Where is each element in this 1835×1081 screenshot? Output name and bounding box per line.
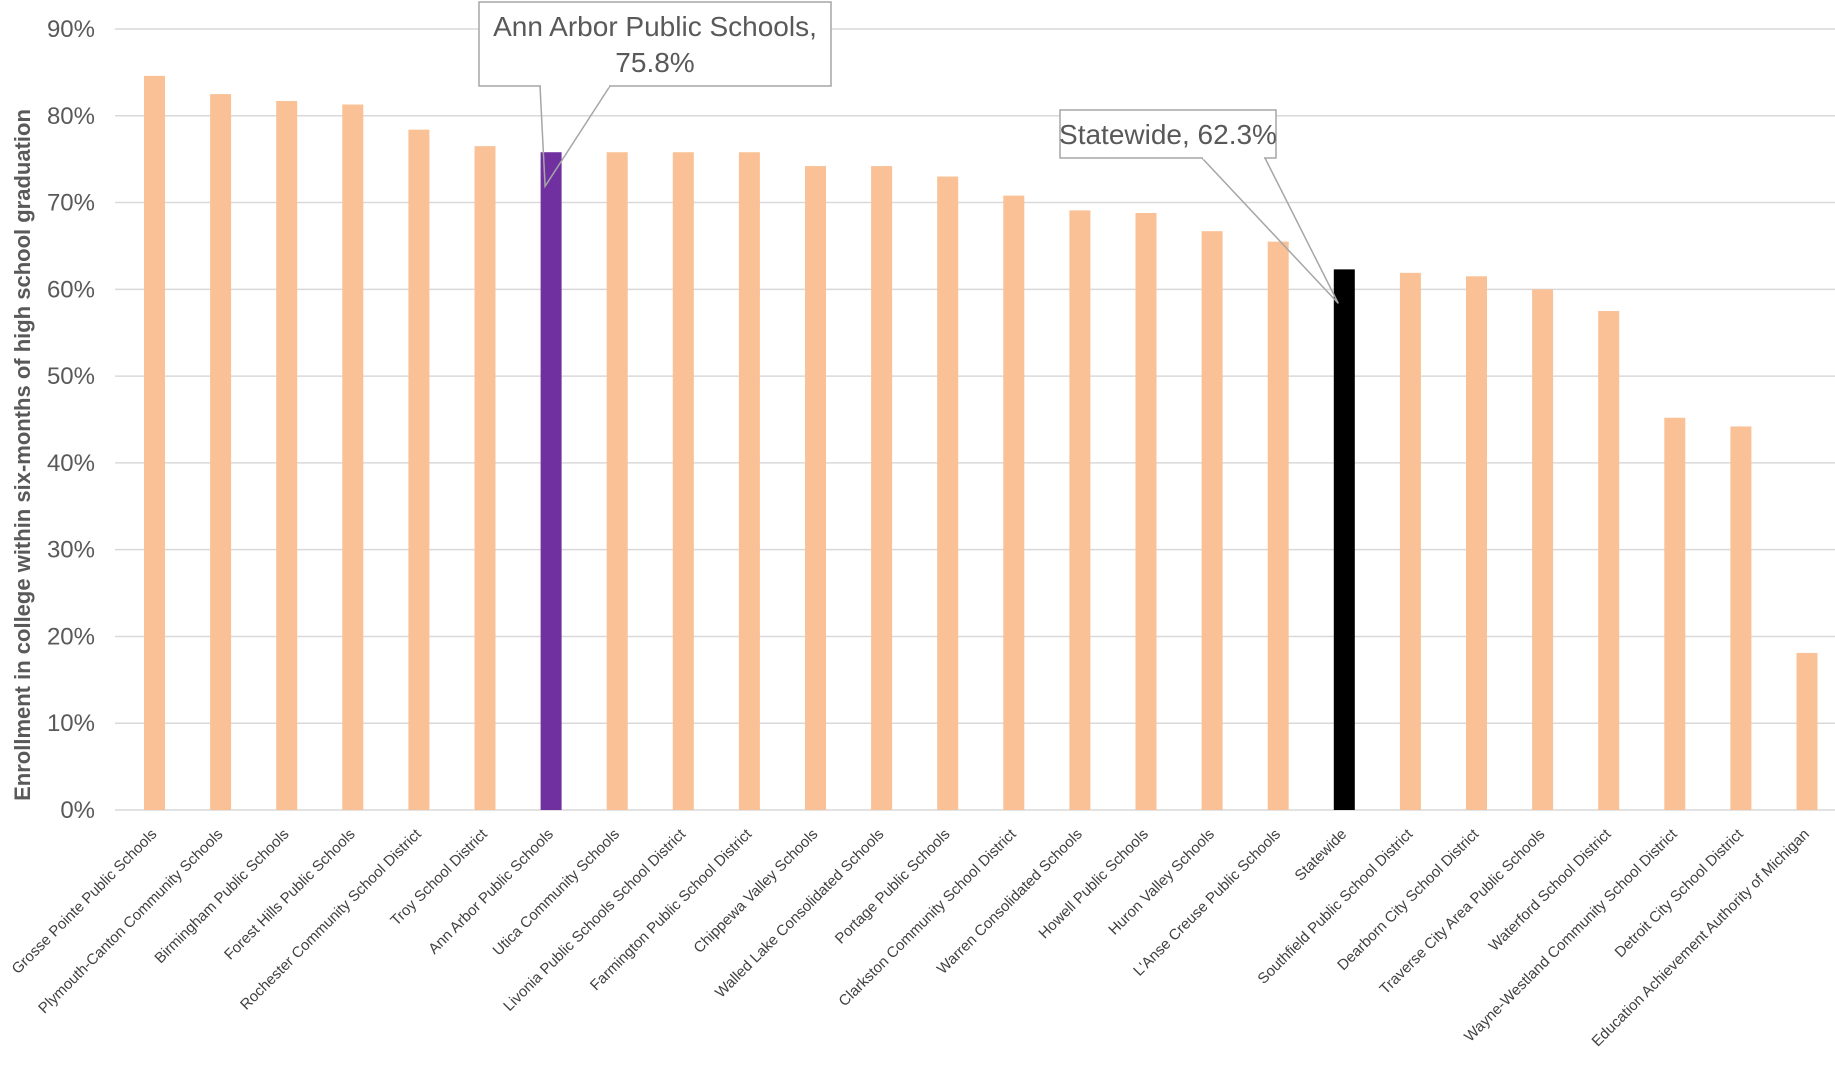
bar-birmingham-public-schools [276,101,298,810]
callout-text-line: Statewide, 62.3% [1059,119,1277,150]
bar-howell-public-schools [1135,212,1157,811]
callout-box [478,1,832,87]
bar-plymouth-canton-community-schools [210,94,232,811]
callout-statewide: Statewide, 62.3% [1059,109,1339,304]
bars [144,75,1818,811]
x-tick-label-dearborn-city-school-district: Dearborn City School District [1334,825,1483,974]
bar-dearborn-city-school-district [1466,276,1487,811]
bar-portage-public-schools [937,176,959,810]
callouts: Ann Arbor Public Schools, 75.8% Statewide,… [478,1,1339,304]
x-tick-label-statewide: Statewide [1292,826,1351,885]
y-tick-label-30: 30% [47,537,95,564]
bar-huron-valley-schools [1201,231,1223,811]
gridlines [115,28,1835,811]
y-tick-label-90: 90% [47,16,95,43]
bar-grosse-pointe-public-schools [144,75,165,811]
x-tick-label-portage-public-schools: Portage Public Schools [832,826,954,948]
callout-leader-line [539,85,611,189]
bar-chippewa-valley-schools [805,166,826,810]
bar-rochester-community-school-district [408,129,430,810]
y-axis-title: Enrollment in college within six-months … [10,109,35,801]
y-tick-label-50: 50% [47,363,95,390]
bar-forest-hills-public-schools [342,104,364,811]
bar-ann-arbor-public-schools [540,152,562,811]
bar-farmington-public-school-district [738,152,760,811]
x-tick-label-waterford-school-district: Waterford School District [1486,825,1616,955]
bar-livonia-public-schools-school-district [672,152,694,811]
callout-text-line: 75.8% [615,47,694,78]
bar-detroit-city-school-district [1730,426,1752,810]
bar-warren-consolidated-schools [1069,210,1091,811]
x-tick-label-ann-arbor-public-schools: Ann Arbor Public Schools [425,826,557,958]
y-tick-label-70: 70% [47,190,95,217]
bar-l-anse-creuse-public-schools [1267,241,1289,810]
y-tick-label-60: 60% [47,276,95,303]
x-tick-label-l-anse-creuse-public-schools: L'Anse Creuse Public Schools [1130,826,1284,980]
y-axis-tick-labels: 0% 10% 20% 30% 40% 50% 60% 70% 80% 90% [47,16,95,824]
callout-box [1059,109,1277,159]
bar-southfield-public-school-district [1399,272,1421,810]
y-tick-label-80: 80% [47,103,95,130]
y-tick-label-0: 0% [60,797,95,824]
x-tick-label-utica-community-schools: Utica Community Schools [490,826,623,959]
x-tick-label-chippewa-valley-schools: Chippewa Valley Schools [690,826,821,957]
y-tick-label-10: 10% [47,710,95,737]
bar-traverse-city-area-public-schools [1532,289,1554,810]
x-axis-category-labels: Grosse Pointe Public SchoolsPlymouth-Can… [9,825,1813,1050]
bar-walled-lake-consolidated-schools [871,166,893,810]
x-tick-label-detroit-city-school-district: Detroit City School District [1612,825,1748,961]
bar-clarkston-community-school-district [1003,195,1025,810]
bar-statewide [1333,269,1355,810]
x-tick-label-forest-hills-public-schools: Forest Hills Public Schools [221,826,359,964]
bar-waterford-school-district [1598,311,1620,810]
callout-text-line: Ann Arbor Public Schools, [493,11,817,42]
bar-education-achievement-authority-of-michigan [1796,652,1818,810]
bar-utica-community-schools [606,152,628,811]
callout-leader-line [1201,157,1339,304]
x-tick-label-birmingham-public-schools: Birmingham Public Schools [151,826,292,967]
bar-wayne-westland-community-school-district [1664,417,1686,810]
y-tick-label-20: 20% [47,623,95,650]
callout-ann-arbor-public-schools: Ann Arbor Public Schools, 75.8% [478,1,832,189]
bar-troy-school-district [474,146,496,810]
y-tick-label-40: 40% [47,450,95,477]
x-tick-label-howell-public-schools: Howell Public Schools [1035,826,1151,942]
